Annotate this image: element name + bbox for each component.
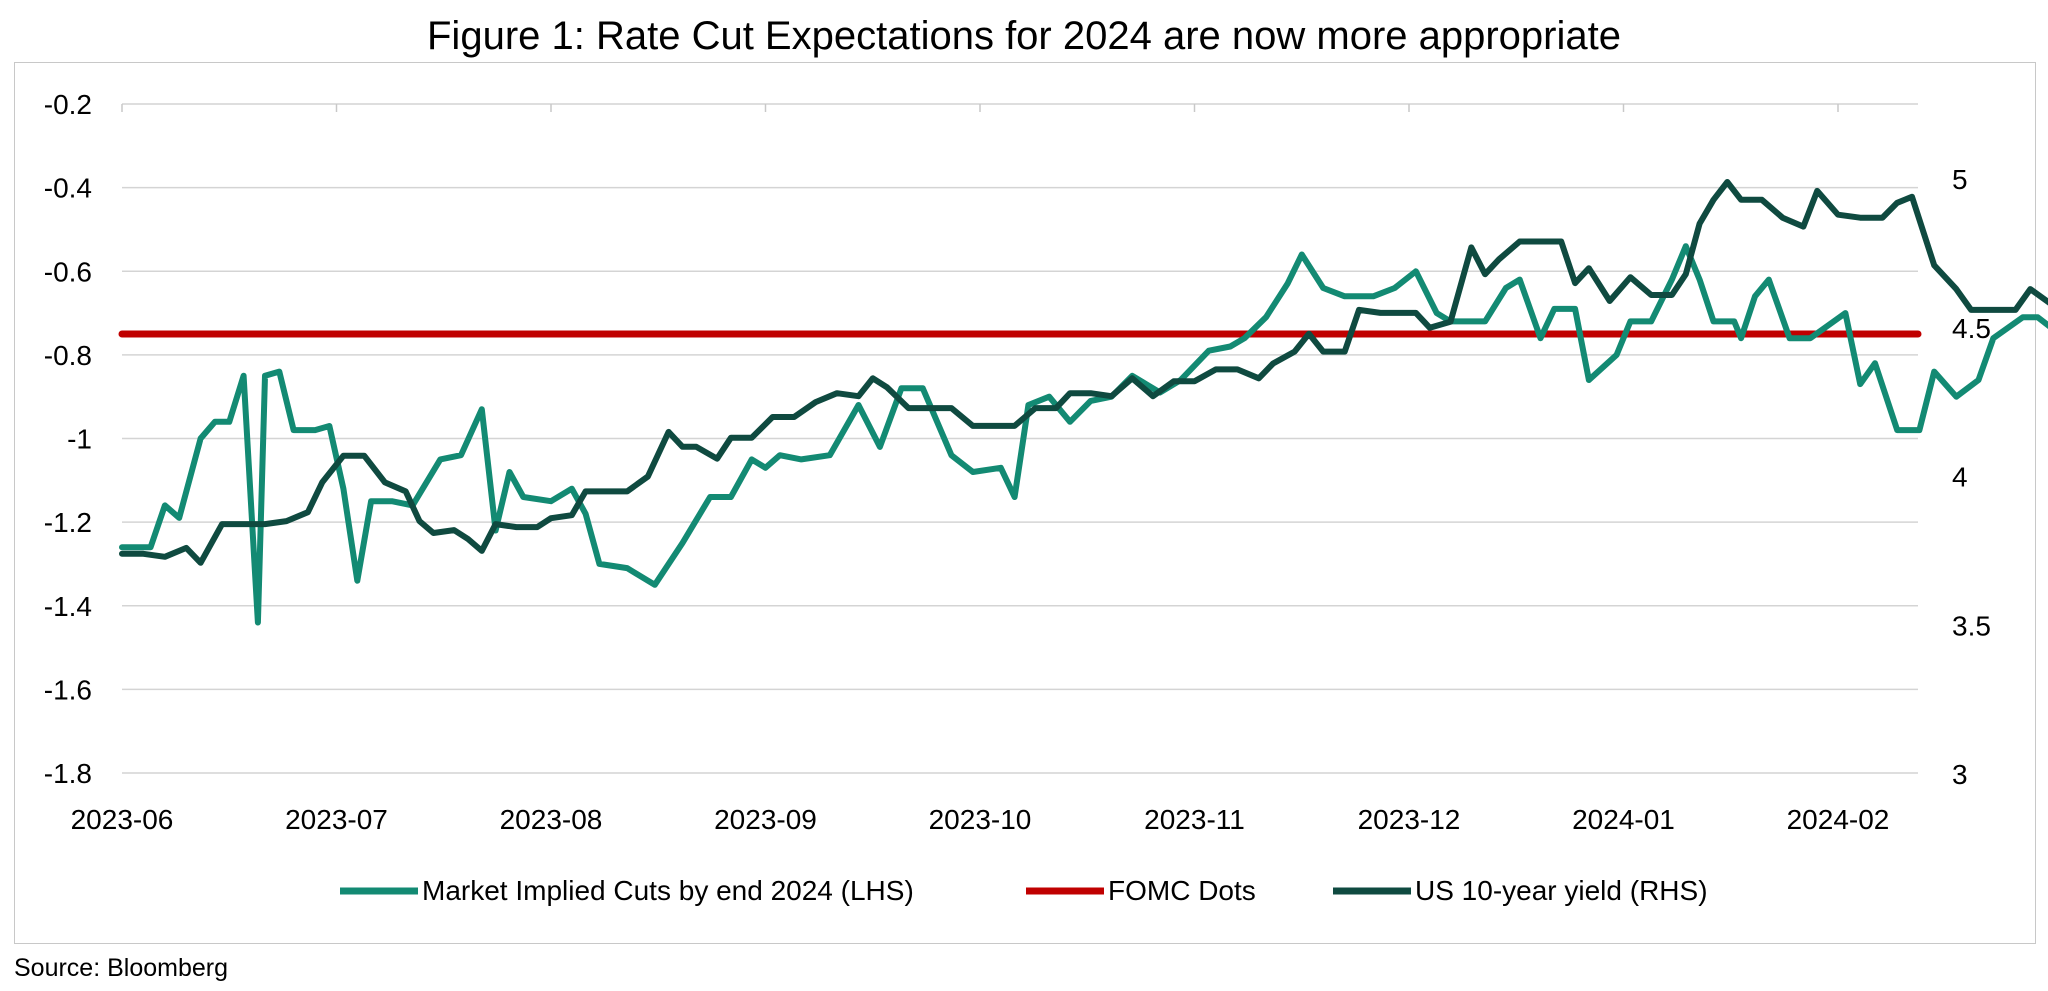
x-axis-tick-label: 2024-02 (1787, 804, 1890, 835)
left-axis-tick-label: -1.6 (44, 674, 92, 705)
x-axis-tick-label: 2023-06 (71, 804, 174, 835)
legend-us-10-year-yield: US 10-year yield (RHS) (1333, 875, 1708, 906)
series-lines (118, 179, 2048, 626)
right-axis-tick-label: 3.5 (1952, 610, 1991, 641)
x-axis-tick-label: 2024-01 (1572, 804, 1675, 835)
legend-label: FOMC Dots (1108, 875, 1256, 906)
left-axis-tick-label: -0.6 (44, 256, 92, 287)
legend-market-implied-cuts: Market Implied Cuts by end 2024 (LHS) (340, 875, 914, 906)
left-axis-tick-label: -0.8 (44, 340, 92, 371)
left-axis-tick-label: -1.4 (44, 591, 92, 622)
left-axis-tick-label: -1.2 (44, 507, 92, 538)
right-axis-tick-label: 5 (1952, 164, 1968, 195)
left-axis-tick-label: -0.2 (44, 89, 92, 120)
right-axis-tick-label: 4 (1952, 462, 1968, 493)
left-axis-tick-label: -1 (67, 424, 92, 455)
x-axis-tick-label: 2023-09 (714, 804, 817, 835)
legend-label: Market Implied Cuts by end 2024 (LHS) (422, 875, 914, 906)
legend-fomc-dots: FOMC Dots (1026, 875, 1256, 906)
x-axis-tick-label: 2023-11 (1144, 804, 1245, 835)
legend-label: US 10-year yield (RHS) (1415, 875, 1708, 906)
x-axis-tick-label: 2023-07 (285, 804, 388, 835)
left-axis-tick-label: -0.4 (44, 173, 92, 204)
right-axis-tick-label: 4.5 (1952, 313, 1991, 344)
gridlines (122, 103, 1918, 774)
chart-frame (14, 62, 2036, 944)
chart-title: Figure 1: Rate Cut Expectations for 2024… (427, 14, 1621, 58)
legend: Market Implied Cuts by end 2024 (LHS) FOM… (340, 875, 1708, 906)
x-axis-tick-label: 2023-10 (929, 804, 1032, 835)
right-axis-tick-label: 3 (1952, 759, 1968, 790)
x-axis-tick-label: 2023-12 (1358, 804, 1461, 835)
left-axis-tick-label: -1.8 (44, 758, 92, 789)
us-10-year-yield-line (119, 179, 2048, 566)
source-note: Source: Bloomberg (14, 954, 229, 982)
axes: -0.2 -0.4 -0.6 -0.8 -1 -1.2 -1.4 -1.6 -1.8 5 4.5 4 3… (44, 89, 1991, 835)
x-axis-tick-label: 2023-08 (500, 804, 603, 835)
market-implied-cuts-line (119, 243, 2048, 626)
